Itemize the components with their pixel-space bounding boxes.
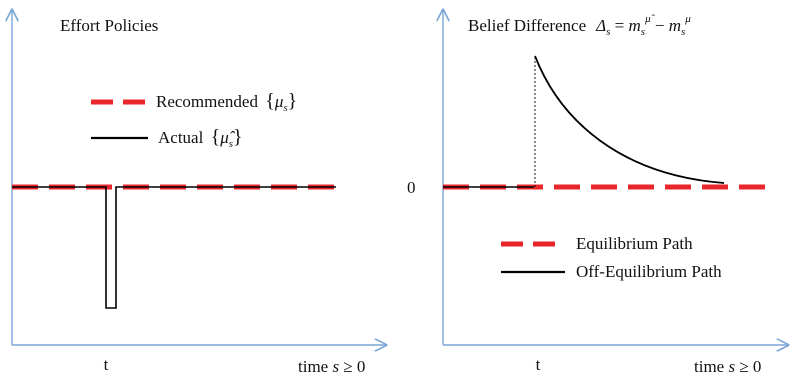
left-panel: Effort Policies Recommended {μs} Actual … [12, 10, 386, 376]
left-title: Effort Policies [60, 16, 158, 35]
right-x-tick-t: t [536, 355, 541, 374]
legend-off-equilibrium-label: Off-Equilibrium Path [576, 262, 722, 281]
legend-recommended-label: Recommended {μs} [156, 90, 297, 114]
right-x-axis-label: time s ≥ 0 [694, 357, 761, 376]
legend-equilibrium-label: Equilibrium Path [576, 234, 693, 253]
right-y-zero-label: 0 [407, 178, 416, 197]
off-equilibrium-decay [534, 55, 725, 184]
right-title: Belief Difference Δs = msμ̂ − msμ [468, 13, 691, 38]
right-panel: Belief Difference Δs = msμ̂ − msμ 0 Equil… [407, 10, 788, 376]
left-x-axis-label: time s ≥ 0 [298, 357, 365, 376]
left-x-tick-t: t [104, 355, 109, 374]
legend-actual-label: Actual {μ̂s} [158, 126, 243, 150]
actual-path [12, 186, 336, 309]
